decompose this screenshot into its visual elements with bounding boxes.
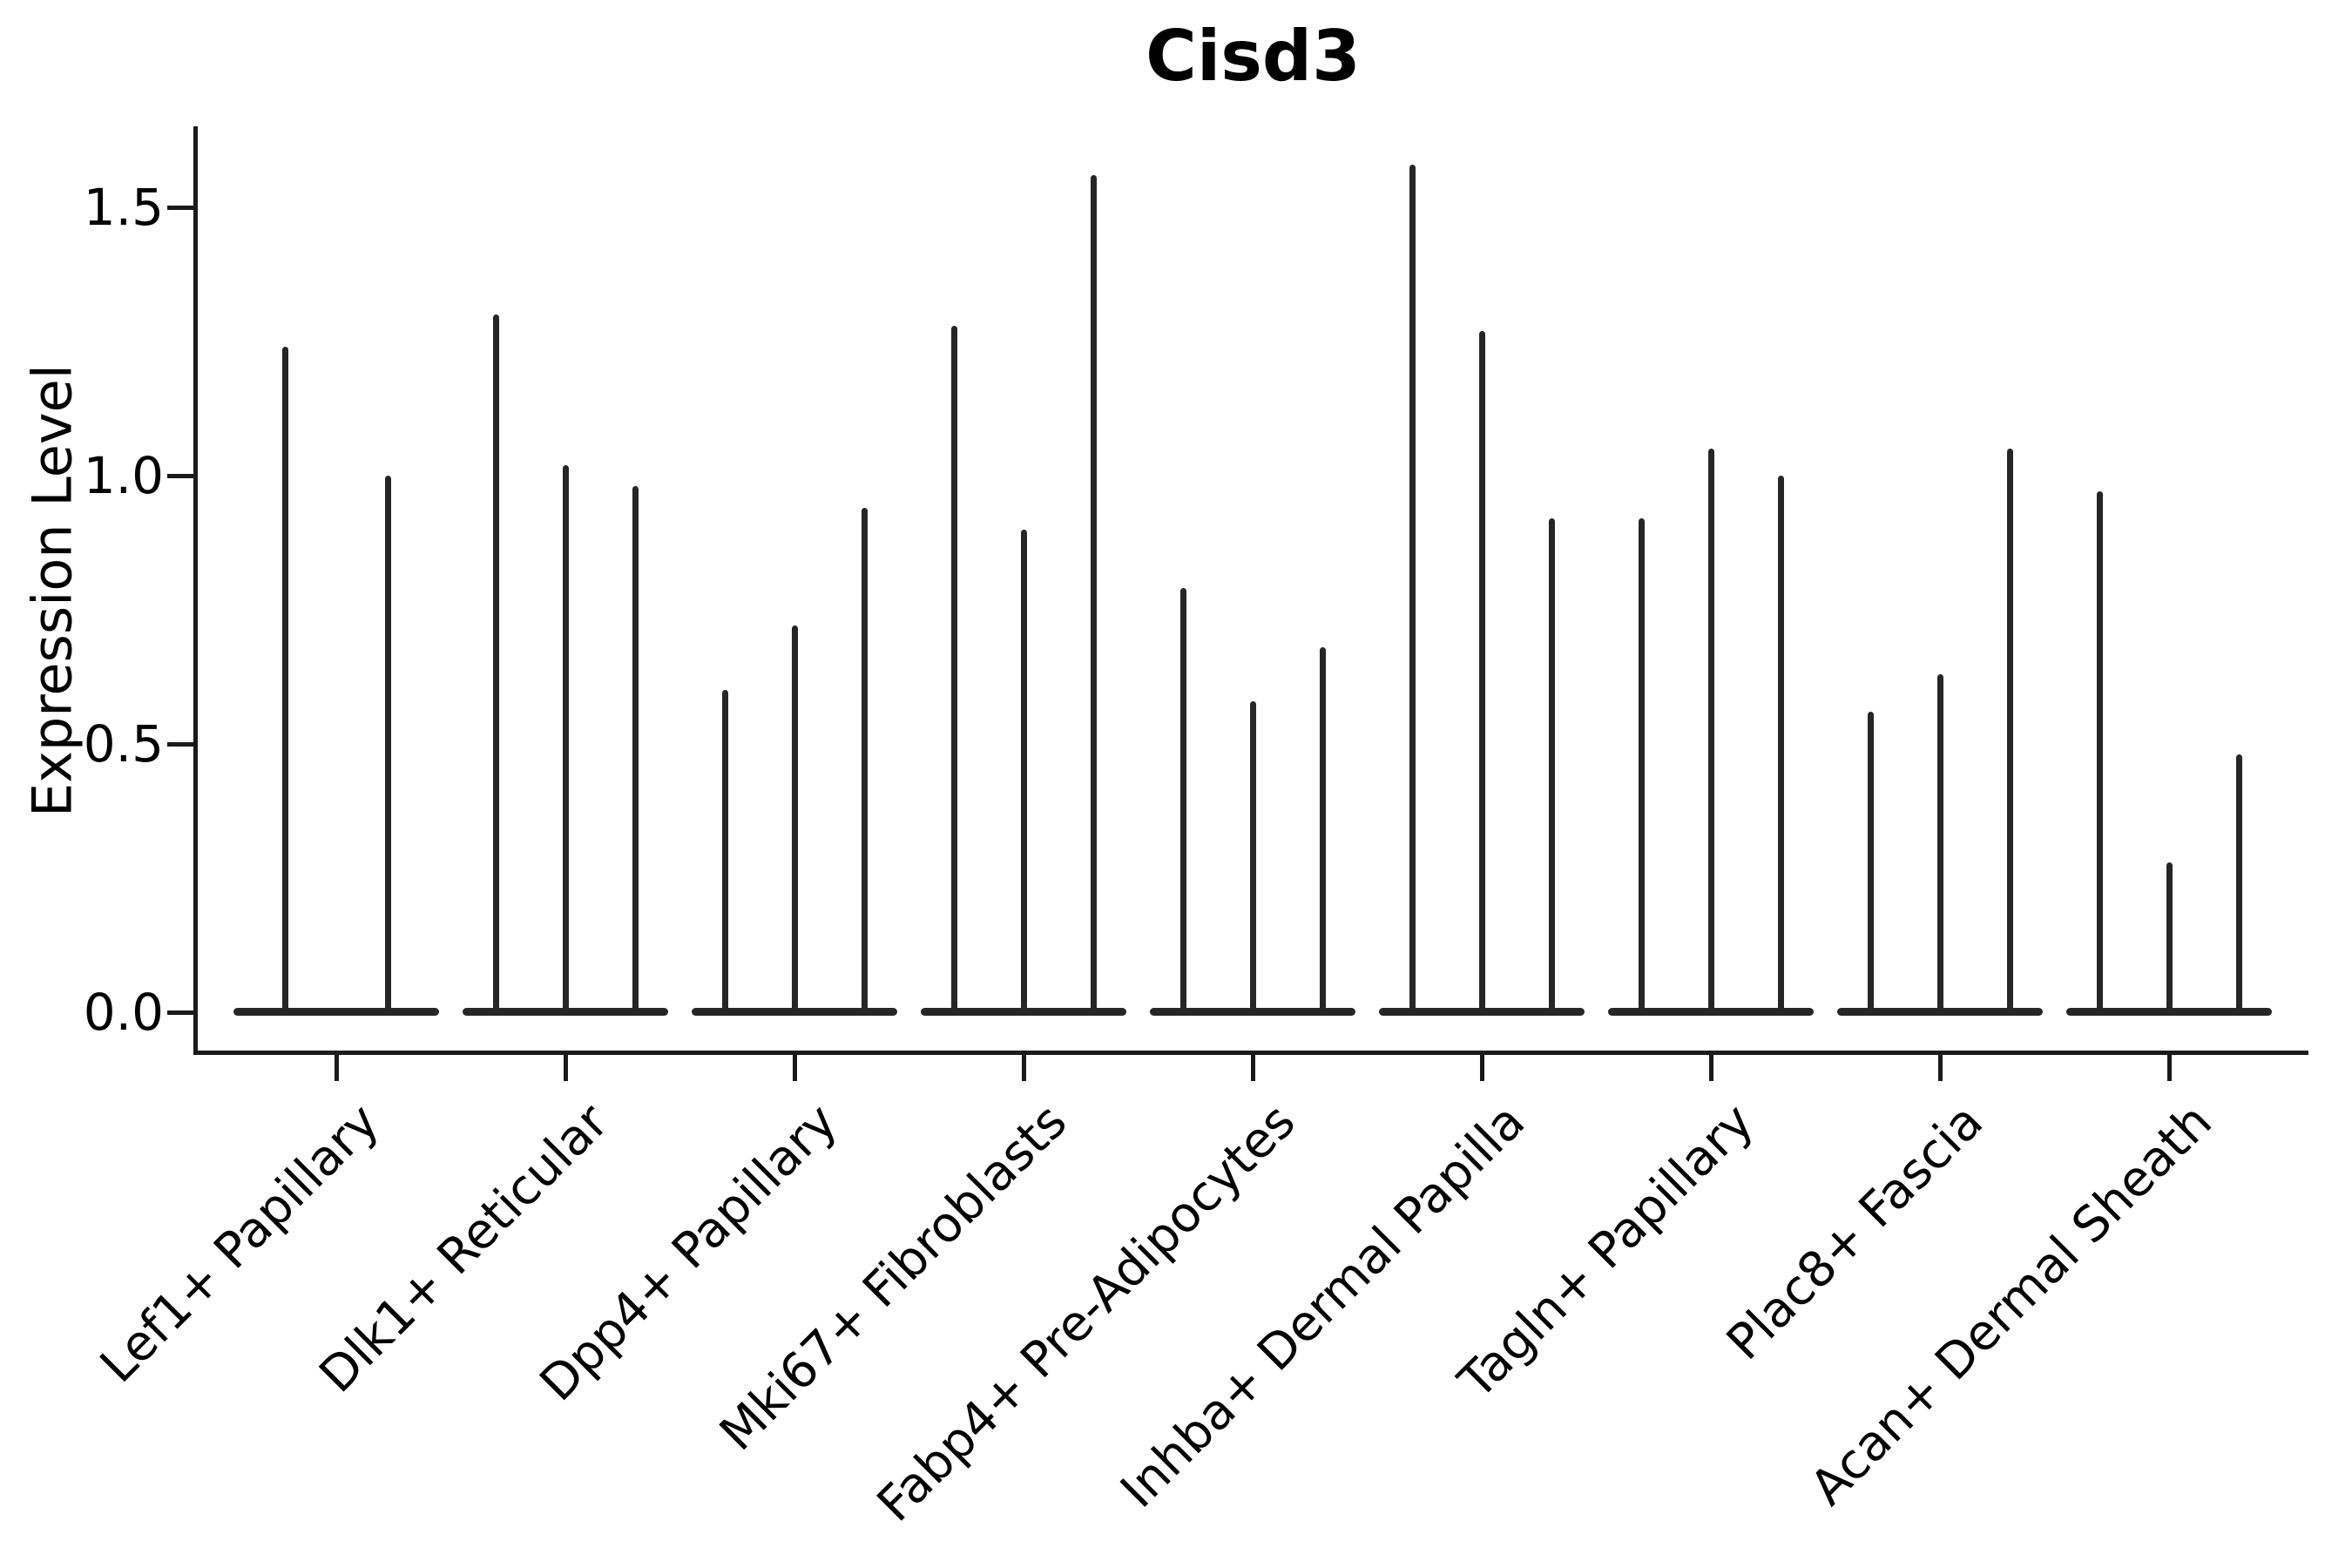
y-tick-mark	[167, 741, 193, 747]
violin-spike	[950, 325, 957, 1014]
x-tick-mark	[1708, 1055, 1713, 1081]
violin-spike	[1638, 518, 1645, 1014]
violin-spike	[1707, 449, 1714, 1014]
violin-spike	[1777, 476, 1784, 1014]
violin-spike	[1478, 330, 1485, 1014]
violin-spike	[791, 625, 798, 1014]
x-axis-spine	[193, 1051, 2308, 1055]
y-tick-label: 0.5	[83, 714, 164, 774]
violin-spike	[1249, 700, 1256, 1014]
x-tick-mark	[1479, 1055, 1484, 1081]
violin-spike	[2096, 491, 2103, 1014]
violin-spike	[2166, 862, 2173, 1014]
violin-spike	[1409, 164, 1416, 1014]
violin-spike	[721, 690, 728, 1014]
violin-spike	[1090, 175, 1097, 1014]
x-tick-mark	[792, 1055, 797, 1081]
violin-spike	[1867, 712, 1874, 1014]
y-tick-label: 1.5	[83, 178, 164, 237]
y-axis-label: Expression Level	[20, 364, 84, 817]
y-tick-label: 1.0	[83, 446, 164, 505]
y-tick-mark	[167, 205, 193, 210]
violin-spike	[562, 464, 569, 1014]
y-tick-label: 0.0	[83, 983, 164, 1042]
violin-baseline	[233, 1008, 439, 1016]
violin-spike	[1179, 588, 1186, 1014]
y-tick-mark	[167, 1010, 193, 1015]
violin-spike	[1548, 518, 1555, 1014]
x-tick-mark	[563, 1055, 568, 1081]
x-tick-mark	[1937, 1055, 1943, 1081]
x-tick-label: Inhba+ Dermal Papilla	[1110, 1093, 1536, 1519]
violin-spike	[384, 476, 391, 1014]
x-tick-label: Fabp4+ Pre-Adipocytes	[867, 1093, 1307, 1533]
violin-spike	[2006, 449, 2013, 1014]
x-tick-mark	[1021, 1055, 1026, 1081]
x-tick-label: Acan+ Dermal Sheath	[1800, 1093, 2223, 1517]
y-axis-spine	[193, 126, 198, 1055]
x-tick-mark	[1250, 1055, 1255, 1081]
violin-spike	[2235, 754, 2242, 1014]
y-tick-mark	[167, 473, 193, 478]
violin-spike	[492, 314, 499, 1014]
violin-spike	[1936, 673, 1943, 1014]
violin-spike	[1319, 647, 1326, 1014]
x-tick-mark	[334, 1055, 339, 1081]
x-tick-mark	[2166, 1055, 2172, 1081]
violin-spike	[1020, 529, 1027, 1014]
violin-spike	[632, 486, 639, 1014]
violin-spike	[861, 507, 868, 1014]
violin-spike	[281, 347, 288, 1014]
plot-title: Cisd3	[1146, 16, 1361, 97]
